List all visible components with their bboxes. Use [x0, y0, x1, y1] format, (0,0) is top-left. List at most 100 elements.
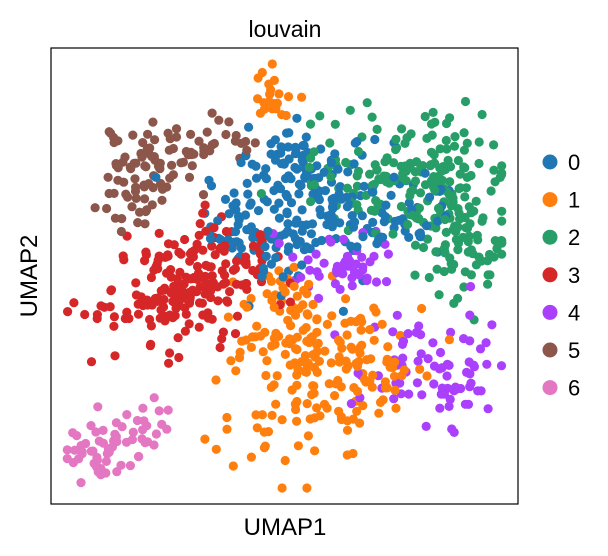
- data-point-cluster-3: [169, 240, 179, 250]
- data-point-cluster-1: [320, 346, 330, 356]
- data-point-cluster-3: [198, 208, 208, 218]
- data-point-cluster-0: [283, 226, 293, 236]
- data-point-cluster-0: [296, 180, 306, 191]
- data-point-cluster-3: [192, 261, 203, 272]
- data-point-cluster-3: [230, 264, 240, 274]
- data-point-cluster-1: [356, 325, 366, 335]
- data-point-cluster-2: [372, 165, 382, 175]
- data-point-cluster-1: [253, 73, 263, 83]
- data-point-cluster-0: [292, 113, 302, 123]
- data-point-cluster-3: [223, 297, 233, 307]
- data-point-cluster-3: [207, 241, 217, 251]
- legend-marker-5: [542, 342, 558, 358]
- data-point-cluster-3: [158, 302, 169, 312]
- data-point-cluster-2: [304, 162, 314, 173]
- data-point-cluster-2: [460, 212, 470, 223]
- data-point-cluster-2: [342, 183, 352, 193]
- data-point-cluster-1: [303, 431, 313, 441]
- data-point-cluster-4: [404, 389, 414, 399]
- data-point-cluster-2: [431, 247, 441, 257]
- data-point-cluster-0: [335, 182, 345, 192]
- legend-label-5: 5: [568, 338, 580, 363]
- data-point-cluster-4: [451, 384, 461, 395]
- data-point-cluster-2: [444, 190, 454, 200]
- data-point-cluster-3: [131, 278, 141, 288]
- data-point-cluster-3: [152, 259, 162, 269]
- data-point-cluster-1: [312, 403, 322, 413]
- data-point-cluster-2: [345, 105, 355, 115]
- data-point-cluster-3: [145, 314, 155, 325]
- data-point-cluster-2: [352, 200, 362, 210]
- data-point-cluster-6: [70, 445, 80, 455]
- data-point-cluster-4: [417, 390, 427, 400]
- data-point-cluster-4: [481, 338, 491, 348]
- data-point-cluster-0: [359, 181, 369, 191]
- data-point-cluster-4: [444, 401, 454, 411]
- data-point-cluster-4: [353, 368, 363, 378]
- data-point-cluster-1: [342, 425, 353, 435]
- data-point-cluster-5: [198, 190, 209, 200]
- data-point-cluster-3: [215, 342, 225, 353]
- data-point-cluster-1: [242, 302, 252, 312]
- data-point-cluster-1: [235, 347, 245, 357]
- data-point-cluster-2: [353, 146, 364, 157]
- data-point-cluster-4: [435, 403, 445, 413]
- data-point-cluster-5: [171, 124, 182, 134]
- data-point-cluster-1: [422, 371, 432, 381]
- data-point-cluster-6: [128, 427, 138, 437]
- data-point-cluster-2: [460, 192, 470, 202]
- data-point-cluster-5: [104, 188, 114, 199]
- data-point-cluster-3: [160, 252, 170, 262]
- data-point-cluster-0: [283, 219, 293, 229]
- data-point-cluster-5: [241, 136, 251, 147]
- data-point-cluster-4: [365, 257, 375, 267]
- data-point-cluster-1: [391, 403, 401, 413]
- data-point-cluster-1: [369, 303, 379, 313]
- data-point-cluster-1: [259, 427, 269, 437]
- data-point-cluster-1: [280, 455, 290, 466]
- data-point-cluster-0: [260, 242, 270, 252]
- data-point-cluster-6: [94, 436, 104, 446]
- data-point-cluster-2: [434, 290, 444, 300]
- data-point-cluster-4: [388, 327, 398, 337]
- data-point-cluster-0: [280, 173, 291, 184]
- data-point-cluster-2: [402, 164, 412, 174]
- data-point-cluster-4: [312, 267, 322, 277]
- data-point-cluster-6: [132, 415, 142, 426]
- data-point-cluster-2: [389, 158, 399, 168]
- data-point-cluster-0: [278, 272, 288, 282]
- data-point-cluster-0: [261, 164, 271, 174]
- data-point-cluster-2: [435, 144, 445, 154]
- data-point-cluster-1: [341, 294, 351, 304]
- data-point-cluster-3: [207, 271, 217, 281]
- data-point-cluster-2: [445, 113, 455, 123]
- data-point-cluster-2: [341, 157, 351, 168]
- data-point-cluster-1: [271, 399, 281, 409]
- data-point-cluster-5: [111, 159, 121, 169]
- data-point-cluster-1: [299, 285, 309, 295]
- data-point-cluster-5: [186, 129, 196, 139]
- data-point-cluster-1: [352, 386, 363, 396]
- data-point-cluster-2: [471, 196, 481, 206]
- data-point-cluster-1: [277, 483, 287, 493]
- data-point-cluster-1: [267, 295, 277, 306]
- data-point-cluster-2: [464, 231, 474, 241]
- data-point-cluster-0: [234, 215, 244, 225]
- data-point-cluster-3: [185, 249, 195, 259]
- data-point-cluster-1: [286, 305, 296, 315]
- data-point-cluster-4: [339, 234, 349, 244]
- data-point-cluster-5: [131, 193, 141, 203]
- legend-label-1: 1: [568, 188, 580, 213]
- data-point-cluster-4: [342, 251, 353, 261]
- data-point-cluster-6: [98, 425, 108, 435]
- data-point-cluster-1: [285, 339, 295, 349]
- data-point-cluster-2: [376, 174, 386, 185]
- data-point-cluster-4: [475, 344, 486, 354]
- data-point-cluster-2: [397, 124, 407, 134]
- data-point-cluster-1: [366, 354, 376, 364]
- data-point-cluster-1: [326, 358, 336, 368]
- data-point-cluster-6: [101, 456, 111, 466]
- data-point-cluster-1: [267, 104, 277, 114]
- data-point-cluster-3: [133, 309, 144, 319]
- data-point-cluster-1: [264, 97, 274, 107]
